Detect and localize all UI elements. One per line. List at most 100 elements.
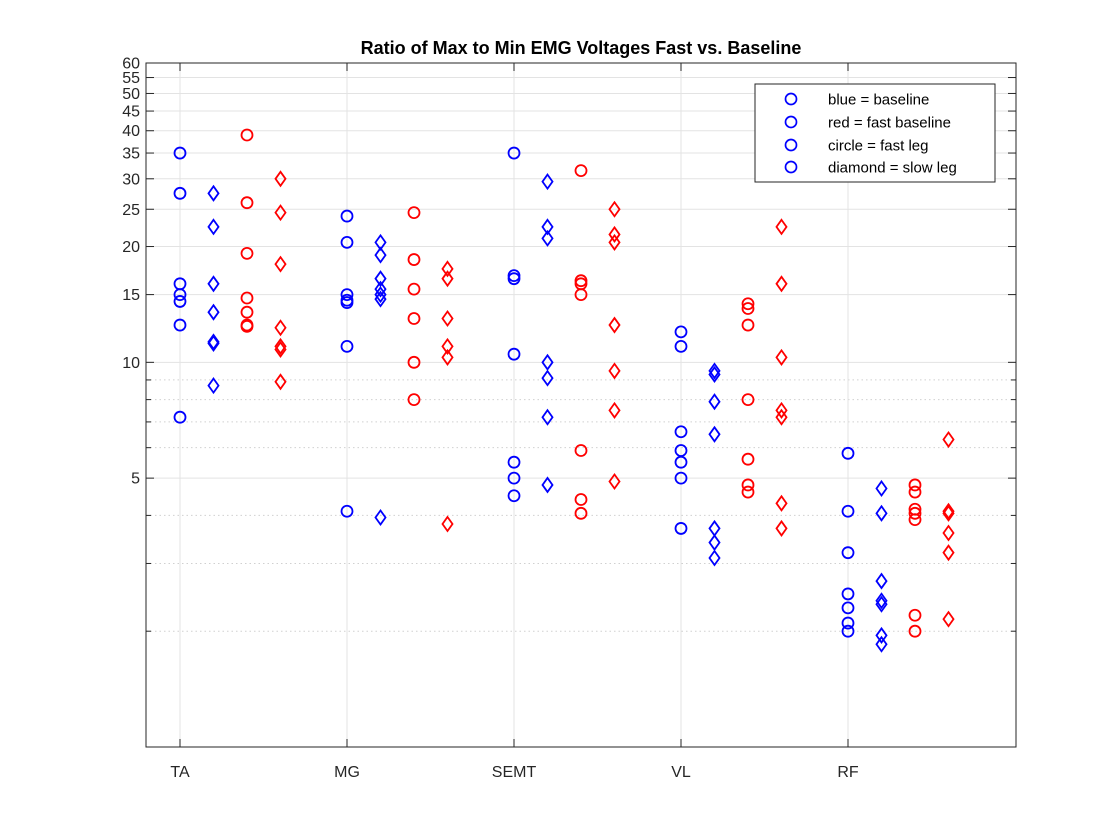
data-point-diamond [942,610,955,628]
data-point-circle [240,305,254,319]
data-point-diamond [207,303,220,321]
data-point-diamond [374,286,387,304]
data-point-diamond [274,373,287,391]
x-axis-ticks: TA MG SEMT VL RF [170,63,859,781]
x-tick-label-ta: TA [170,764,190,781]
data-point-circle [841,616,855,630]
data-point-circle [340,296,354,309]
data-point-diamond [775,275,788,293]
y-tick-label: 45 [122,104,140,121]
data-point-circle [741,393,755,407]
legend-label-4: diamond = slow leg [828,160,957,177]
data-point-circle [340,340,354,353]
data-point-diamond [441,270,454,288]
data-point-diamond [608,362,621,380]
data-point-circle [173,186,187,200]
y-tick-label: 55 [122,70,140,87]
data-point-diamond [875,626,888,644]
data-point-diamond [875,595,888,613]
data-point-diamond [775,519,788,537]
data-point-circle [908,478,922,492]
y-tick-label: 25 [122,202,140,219]
data-point-circle [741,478,755,492]
data-point-circle [173,146,187,160]
chart-title: Ratio of Max to Min EMG Voltages Fast vs… [361,38,802,58]
data-point-circle [841,546,855,560]
data-point-diamond [441,515,454,533]
data-point-circle [173,288,187,301]
data-point-circle [507,146,521,160]
data-point-circle [741,318,755,332]
x-tick-label-mg: MG [334,764,360,781]
data-point-circle [240,128,254,142]
data-point-diamond [875,635,888,653]
data-point-circle [674,471,688,485]
data-point-circle [674,522,688,535]
legend-box [754,83,996,183]
data-point-circle [841,504,855,518]
plot-border [145,62,1017,748]
data-point-diamond [942,502,955,520]
data-point-diamond [541,369,554,387]
legend-label-1: blue = baseline [828,92,929,109]
data-point-circle [407,282,421,296]
data-point-diamond [274,170,287,188]
data-point-circle [741,297,755,311]
data-point-diamond [207,218,220,236]
data-point-diamond [274,255,287,273]
legend-marker-4 [784,160,798,174]
data-point-diamond [942,430,955,449]
data-point-circle [240,319,254,333]
data-point-circle [574,493,588,506]
data-point-circle [574,288,588,301]
data-point-diamond [875,592,888,610]
data-point-diamond [775,408,788,426]
data-point-circle [574,444,588,457]
data-point-diamond [775,401,788,419]
data-point-circle [340,288,354,301]
y-tick-label: 5 [131,471,140,488]
data-point-diamond [942,504,955,522]
data-point-circle [841,601,855,615]
data-point-circle [507,272,521,286]
data-point-circle [407,312,421,325]
data-point-circle [507,489,521,503]
legend-label-2: red = fast baseline [828,115,951,132]
data-point-circle [340,236,354,249]
data-point-diamond [608,401,621,419]
y-tick-label: 50 [122,86,140,103]
y-tick-label: 15 [122,287,140,304]
data-point-diamond [541,353,554,371]
data-point-circle [340,209,354,223]
data-point-circle [407,355,421,369]
data-point-circle [507,455,521,469]
data-point-circle [574,164,588,178]
data-point-circle [240,246,254,260]
data-point-diamond [708,425,721,443]
data-point-diamond [441,337,454,355]
data-point-circle [841,446,855,460]
data-point-diamond [274,319,287,337]
data-point-circle [908,513,922,527]
data-point-circle [340,504,354,518]
data-point-diamond [942,544,955,562]
data-point-diamond [274,204,287,222]
data-point-circle [674,455,688,469]
data-point-diamond [875,504,888,522]
data-point-circle [674,425,688,439]
data-point-circle [841,587,855,601]
y-tick-label: 20 [122,239,140,256]
data-point-diamond [541,476,554,494]
x-tick-label-semt: SEMT [492,764,537,781]
data-point-circle [574,506,588,520]
data-point-diamond [875,479,888,498]
y-tick-label: 60 [122,56,140,73]
data-point-diamond [441,260,454,278]
legend-marker-1 [784,92,798,106]
data-point-circle [741,302,755,315]
data-point-diamond [708,549,721,567]
y-tick-label: 35 [122,146,140,163]
data-point-diamond [541,218,554,236]
data-point-circle [240,196,254,210]
legend: blue = baseline red = fast baseline circ… [754,83,996,183]
